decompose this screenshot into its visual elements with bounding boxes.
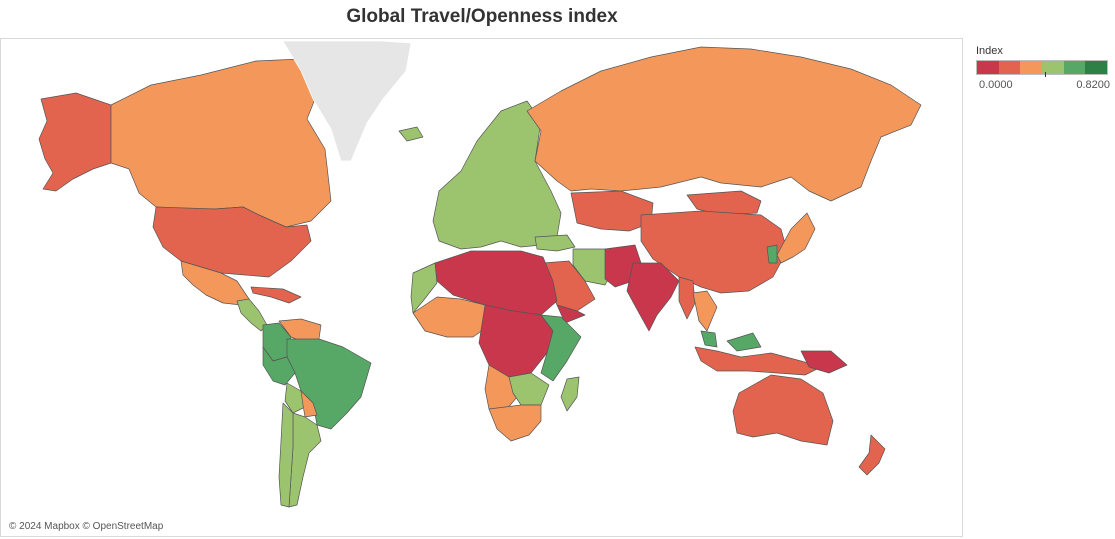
region-chile[interactable] — [278, 402, 294, 508]
region-united-states[interactable] — [152, 206, 312, 278]
region-south-korea[interactable] — [766, 244, 778, 264]
region-southern-africa[interactable] — [488, 404, 542, 442]
world-map[interactable] — [1, 39, 963, 537]
region-argentina[interactable] — [288, 412, 322, 508]
region-china[interactable] — [640, 210, 788, 294]
region-indonesia[interactable] — [694, 346, 822, 376]
region-peru[interactable] — [262, 346, 296, 386]
region-madagascar[interactable] — [560, 376, 580, 412]
legend-color-ramp — [976, 60, 1108, 75]
region-yemen[interactable] — [556, 304, 586, 324]
region-alaska[interactable] — [38, 92, 112, 192]
region-north-africa[interactable] — [434, 250, 558, 316]
region-myanmar[interactable] — [678, 276, 696, 320]
legend-labels: 0.0000 0.8200 — [976, 72, 1110, 95]
region-australia[interactable] — [732, 374, 834, 446]
region-iceland[interactable] — [398, 126, 424, 142]
region-europe[interactable] — [432, 100, 562, 250]
legend-swatch-2 — [998, 61, 1021, 74]
region-russia[interactable] — [526, 46, 922, 202]
legend-tick — [1045, 72, 1046, 77]
map-viewport[interactable]: © 2024 Mapbox © OpenStreetMap — [0, 38, 963, 537]
region-papua-new-guinea[interactable] — [800, 350, 848, 374]
legend-title: Index — [976, 45, 1003, 57]
region-central-africa[interactable] — [478, 304, 554, 378]
color-legend: Index 0.0000 0.8200 — [976, 45, 1112, 95]
legend-swatch-6 — [1085, 61, 1108, 74]
region-new-zealand[interactable] — [858, 434, 886, 476]
map-title: Global Travel/Openness index — [346, 6, 618, 27]
region-morocco[interactable] — [410, 262, 438, 314]
legend-swatch-5 — [1063, 61, 1086, 74]
region-india[interactable] — [626, 262, 680, 332]
region-malaysia[interactable] — [700, 330, 762, 352]
region-bolivia[interactable] — [284, 382, 306, 414]
map-attribution: © 2024 Mapbox © OpenStreetMap — [9, 521, 164, 532]
legend-min-label: 0.0000 — [979, 79, 1013, 91]
legend-swatch-1 — [977, 61, 999, 74]
region-turkey[interactable] — [534, 234, 576, 252]
legend-max-label: 0.8200 — [1076, 79, 1110, 91]
country-layer[interactable] — [38, 40, 922, 508]
region-thailand[interactable] — [692, 290, 718, 332]
region-caribbean[interactable] — [250, 286, 302, 304]
region-paraguay[interactable] — [300, 390, 318, 418]
legend-swatch-3 — [1020, 61, 1043, 74]
legend-swatch-4 — [1042, 61, 1064, 74]
region-central-america[interactable] — [236, 298, 268, 332]
region-zambia[interactable] — [508, 372, 550, 406]
region-mongolia[interactable] — [686, 190, 762, 216]
region-greenland[interactable] — [282, 40, 412, 162]
region-east-africa[interactable] — [540, 314, 582, 382]
region-canada[interactable] — [110, 58, 332, 228]
region-japan[interactable] — [776, 212, 816, 264]
region-kazakhstan[interactable] — [570, 190, 654, 232]
